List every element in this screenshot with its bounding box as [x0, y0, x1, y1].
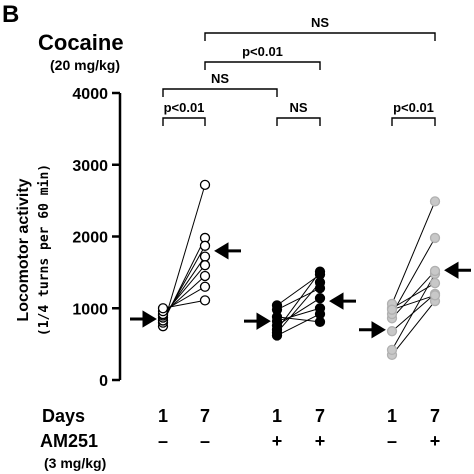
- significance-label: p<0.01: [242, 44, 283, 59]
- days-row-label: Days: [42, 406, 85, 426]
- am251-value: +: [272, 431, 283, 451]
- pair-line: [276, 282, 321, 333]
- data-point-day7: [199, 260, 211, 271]
- data-point-day1: [386, 326, 398, 337]
- pair-line: [391, 282, 436, 309]
- data-point-day7: [314, 269, 326, 280]
- data-point-day7: [429, 290, 441, 301]
- pair-line: [391, 237, 436, 315]
- pair-line: [162, 275, 206, 315]
- pair-line: [391, 273, 436, 351]
- day-value: 7: [200, 406, 210, 426]
- day-value: 7: [315, 406, 325, 426]
- data-point-day7: [429, 265, 441, 277]
- data-point-day1: [386, 344, 398, 356]
- pair-line: [391, 201, 436, 305]
- significance-label: p<0.01: [393, 100, 434, 115]
- data-point-day7: [199, 270, 211, 282]
- drug-dose-label: (3 mg/kg): [44, 455, 106, 471]
- day-value: 1: [272, 406, 282, 426]
- data-point-day7: [314, 303, 326, 314]
- pair-line: [391, 293, 436, 332]
- pair-line: [276, 274, 321, 306]
- data-point-day7: [429, 277, 441, 289]
- data-point-day7: [429, 196, 441, 207]
- y-tick-label: 0: [99, 373, 108, 390]
- significance-label: p<0.01: [164, 100, 205, 115]
- data-point-day7: [429, 232, 441, 244]
- pair-line: [162, 184, 206, 327]
- y-tick-label: 4000: [72, 86, 108, 103]
- data-point-day1: [386, 304, 398, 315]
- pair-line: [391, 270, 436, 319]
- data-point-day7: [199, 240, 211, 251]
- am251-value: –: [387, 431, 397, 451]
- significance-bracket: [162, 117, 206, 126]
- data-point-day7: [199, 251, 211, 262]
- y-axis-label-line2: (1/4 turns per 60 min): [37, 164, 52, 336]
- data-point-day1: [271, 300, 283, 311]
- x-axis-rows: Days AM251 (3 mg/kg) 1 – 7 – 1 +7 +1 – 7 +: [40, 406, 440, 471]
- am251-value: +: [315, 431, 326, 451]
- am251-value: +: [430, 431, 441, 451]
- chart-subtitle: (20 mg/kg): [50, 57, 120, 73]
- mean-arrow-day7: [214, 242, 241, 260]
- y-tick-label: 3000: [72, 158, 108, 175]
- data-point-day7: [314, 316, 326, 328]
- pair-line: [276, 271, 321, 331]
- significance-bracket: [276, 117, 321, 126]
- pair-line: [276, 316, 321, 323]
- day-value: 1: [158, 406, 168, 426]
- day-value: 1: [387, 406, 397, 426]
- pair-line: [276, 297, 321, 326]
- pair-line: [162, 299, 206, 309]
- drug-row-label: AM251: [40, 431, 98, 451]
- significance-label: NS: [289, 100, 307, 115]
- significance-label: NS: [311, 15, 329, 30]
- mean-arrow-day7: [329, 292, 356, 310]
- panel-label: B: [2, 1, 19, 28]
- mean-arrow-day1: [359, 321, 386, 339]
- y-axis-label: Locomotor activity (1/4 turns per 60 min…: [15, 164, 52, 336]
- significance-bracket: [204, 61, 321, 70]
- significance-brackets: p<0.01 NS p<0.01 NS p<0.01 NS: [162, 15, 436, 126]
- data-point-day7: [199, 281, 211, 292]
- significance-bracket: [391, 117, 436, 126]
- data-point-day1: [157, 303, 169, 314]
- significance-label: NS: [211, 71, 229, 86]
- am251-value: –: [200, 431, 210, 451]
- pair-line: [276, 313, 321, 336]
- chart-title: Cocaine: [38, 30, 124, 55]
- data-marks: [130, 179, 471, 361]
- mean-arrow-day1: [130, 310, 157, 328]
- pair-line: [391, 294, 436, 311]
- data-point-day7: [314, 283, 326, 294]
- am251-value: –: [158, 431, 168, 451]
- y-tick-label: 1000: [72, 301, 108, 318]
- pair-line: [391, 300, 436, 356]
- significance-bracket: [162, 88, 278, 97]
- y-tick-label: 2000: [72, 230, 108, 247]
- mean-arrow-day7: [444, 261, 471, 279]
- day-value: 7: [430, 406, 440, 426]
- y-axis-label-line1: Locomotor activity: [15, 178, 32, 321]
- mean-arrow-day1: [244, 312, 271, 330]
- data-point-day7: [314, 293, 326, 304]
- significance-bracket: [204, 32, 436, 41]
- data-point-day7: [199, 295, 211, 306]
- pair-line: [276, 287, 321, 311]
- data-point-day7: [199, 179, 211, 190]
- pair-line: [276, 307, 321, 322]
- axes: 0 1000 2000 3000 4000: [72, 86, 122, 390]
